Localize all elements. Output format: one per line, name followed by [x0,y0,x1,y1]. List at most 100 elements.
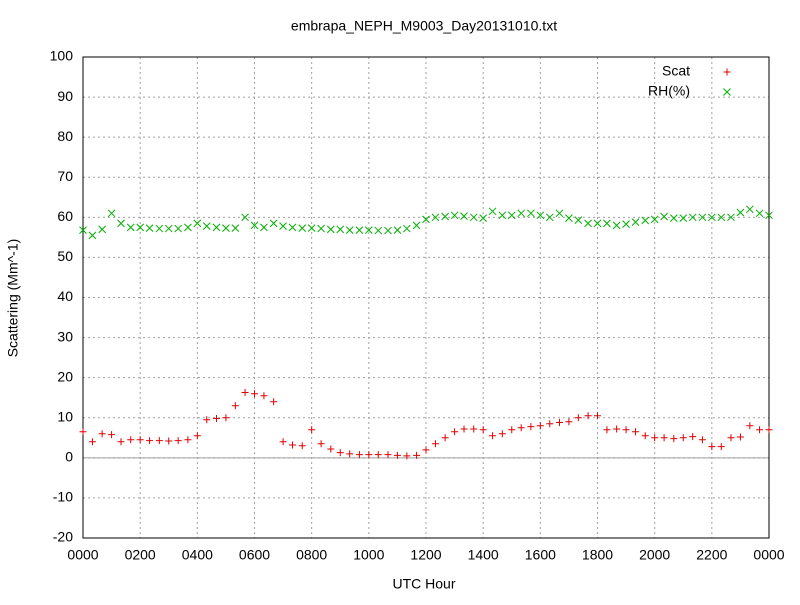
data-point [469,213,478,222]
legend-label: RH(%) [648,83,690,99]
data-point [670,435,678,443]
legend-marker [723,68,731,76]
data-point [88,231,97,240]
data-point [546,420,554,428]
data-point [117,438,125,446]
x-tick-label: 1200 [410,547,441,563]
data-point [402,224,411,233]
data-point [98,430,106,438]
data-point [698,213,707,222]
data-point [413,451,421,459]
data-point [184,436,192,444]
x-tick-label: 1800 [582,547,613,563]
data-point [527,423,535,431]
data-point [165,437,173,445]
data-point [279,222,287,231]
x-tick-label: 0200 [125,547,156,563]
data-point [260,223,268,232]
data-point [202,222,211,231]
data-point [555,419,563,427]
data-point [422,215,430,224]
data-point [688,213,697,222]
data-point [270,398,278,406]
data-point [536,211,545,220]
y-tick-label: 10 [57,408,73,424]
data-point [707,213,716,222]
data-point [374,451,382,459]
data-point [393,451,401,459]
data-point [441,434,449,442]
data-point [479,426,487,434]
data-point [384,226,392,235]
data-point [317,224,325,233]
y-tick-label: 50 [57,248,73,264]
data-point [79,226,87,235]
data-point [164,224,173,233]
data-point [717,213,726,222]
y-tick-label: 90 [57,88,73,104]
y-axis-label: Scattering (Mm^-1) [5,239,21,358]
data-point [498,430,506,438]
data-point [355,226,364,235]
data-point [460,425,468,433]
data-point [431,213,440,222]
data-point [584,219,592,228]
data-point [203,416,211,424]
chart-title: embrapa_NEPH_M9003_Day20131010.txt [291,18,557,34]
data-point [527,209,535,218]
data-point [689,433,697,441]
data-point [231,224,240,233]
data-point [155,224,164,233]
data-point [260,392,268,400]
data-point [241,388,249,396]
x-tick-label: 1600 [525,547,556,563]
data-point [574,414,582,422]
data-point [88,438,96,446]
data-point [374,226,383,235]
data-point [708,443,716,451]
data-point [536,422,544,430]
x-tick-label: 1000 [353,547,384,563]
data-point [517,209,526,218]
y-tick-label: 80 [57,128,73,144]
data-point [489,432,497,440]
data-point [641,216,650,225]
data-point [736,433,744,441]
data-point [250,221,259,230]
data-point [736,208,745,217]
data-point [155,437,163,445]
y-tick-label: 40 [57,288,73,304]
data-point [145,224,154,233]
data-point [403,452,411,460]
data-point [593,219,602,228]
data-point [184,223,192,232]
data-point [298,224,307,233]
y-tick-label: 0 [65,449,73,465]
data-point [632,428,640,436]
data-point [193,432,201,440]
data-point [669,214,678,222]
data-point [107,209,116,218]
data-point [384,451,392,459]
plot-border [82,56,770,539]
data-point [660,434,668,442]
data-point [364,226,373,235]
data-point [451,428,459,436]
data-point [555,209,564,218]
data-point [603,219,611,228]
data-point [326,225,335,234]
y-tick-label: 20 [57,368,73,384]
data-point [517,424,525,432]
data-point [117,219,125,228]
data-point [222,414,230,422]
data-point [108,431,116,439]
x-tick-label: 0800 [296,547,327,563]
data-point [355,451,363,459]
data-point [269,219,278,228]
data-point [146,437,154,445]
data-point [98,225,107,234]
data-point [251,390,258,398]
data-point [679,434,687,442]
